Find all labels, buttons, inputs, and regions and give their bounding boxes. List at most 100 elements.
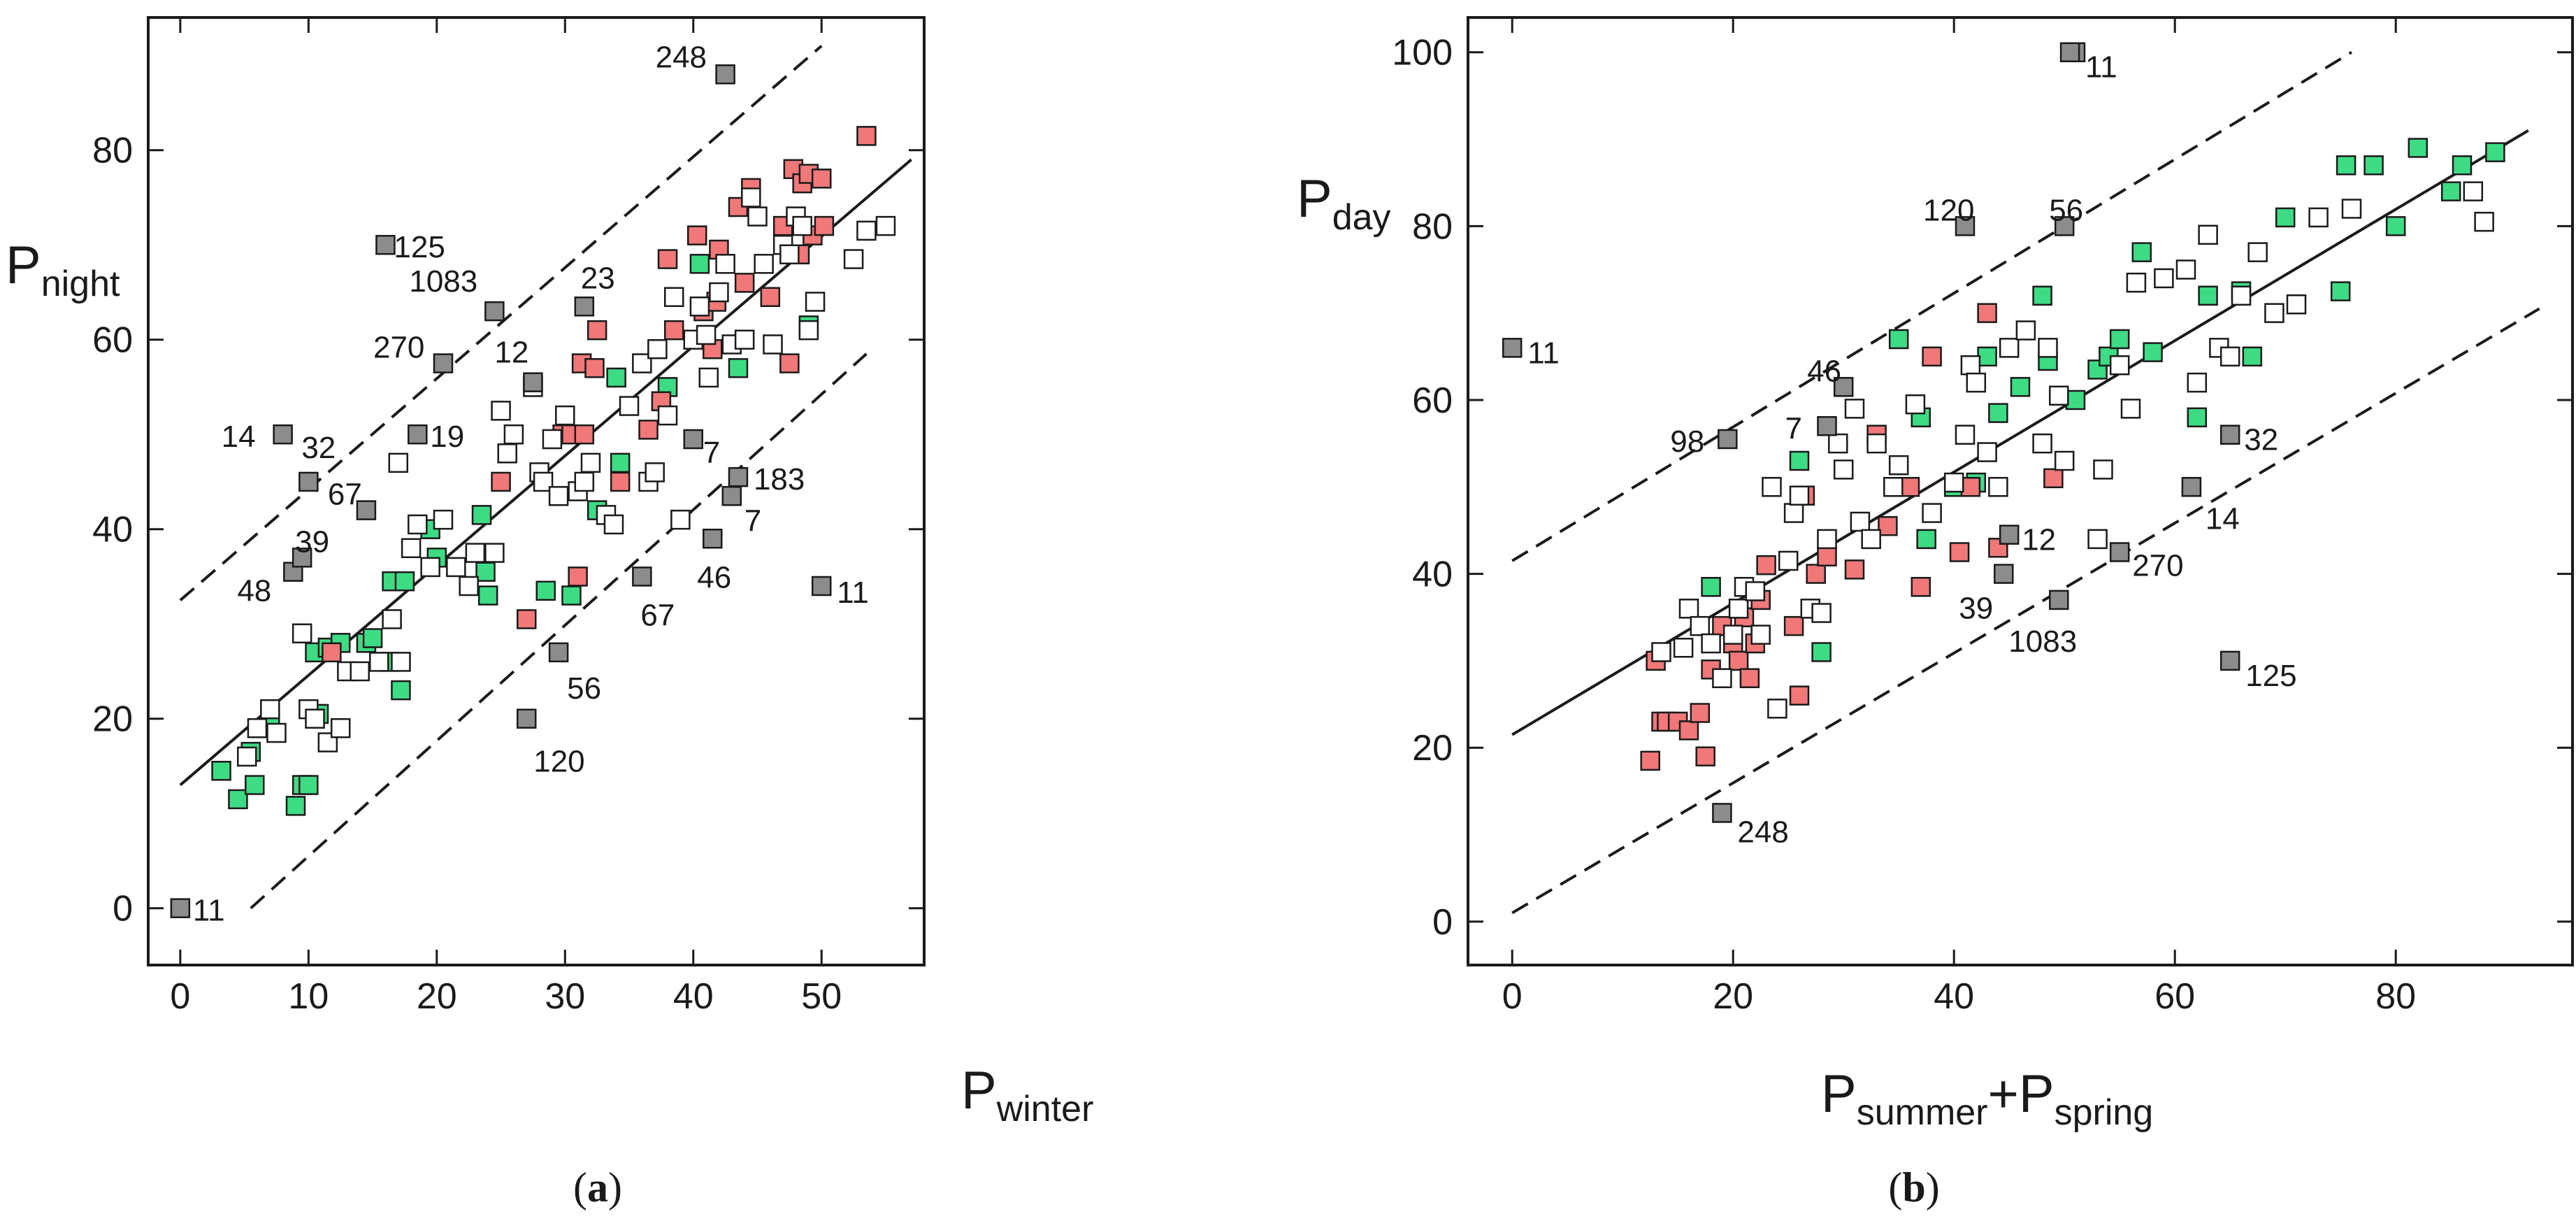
point-white-b-38: [2038, 338, 2058, 358]
point-white-a-37: [619, 396, 640, 416]
point-white-b-30: [1955, 424, 1976, 445]
point-white-a-15: [401, 538, 422, 559]
point-white-b-31: [1960, 355, 1981, 376]
point-annotation-b-0: 11: [2085, 50, 2117, 85]
y-axis-title-sub-b: day: [1332, 197, 1391, 238]
point-green-a-20: [471, 505, 492, 525]
point-annotation-b-12: 14: [2206, 501, 2240, 536]
point-white-a-50: [715, 254, 735, 274]
point-white-b-43: [2109, 355, 2130, 376]
panel-label-close-b: ): [1926, 1164, 1940, 1211]
x-tick-label-a-1: 10: [288, 976, 329, 1017]
x-axis-title-b: Psummer+Pspring: [1821, 1064, 2153, 1133]
point-gray-b-5: [1955, 216, 1976, 236]
point-white-a-56: [763, 334, 783, 355]
point-gray-a-10: [523, 372, 543, 392]
point-white-b-20: [1833, 459, 1854, 480]
point-annotation-a-12: 248: [656, 40, 707, 74]
y-tick-label-a-4: 80: [92, 131, 133, 171]
point-green-a-23: [535, 580, 556, 601]
point-white-b-55: [2286, 294, 2307, 315]
fit-line-b: [1511, 129, 2529, 736]
point-white-a-29: [542, 429, 563, 450]
point-white-a-43: [663, 287, 684, 307]
point-white-b-6: [1722, 624, 1743, 645]
point-white-a-17: [420, 557, 440, 578]
point-white-b-19: [1828, 433, 1848, 454]
point-white-b-22: [1850, 511, 1871, 532]
point-gray-b-8: [2049, 590, 2069, 610]
point-gray-a-15: [683, 429, 704, 450]
x-axis-title-plus-b: +P: [1988, 1064, 2055, 1124]
point-white-b-26: [1888, 455, 1909, 476]
point-white-a-48: [698, 367, 719, 388]
point-white-a-42: [657, 405, 678, 426]
point-annotation-a-14: 183: [754, 462, 805, 497]
point-white-b-14: [1783, 503, 1804, 523]
point-white-a-21: [465, 543, 486, 563]
point-annotation-a-17: 67: [640, 598, 675, 632]
point-white-b-4: [1701, 633, 1721, 654]
point-annotation-a-18: 11: [837, 576, 869, 610]
chart-panel-a: 0 10 20 30 40 50 0 20 40 60 80 11 14 32 39 48 67 125 19 270…: [6, 16, 1093, 1211]
point-white-b-53: [2247, 242, 2268, 262]
y-axis-title-a: Pnight: [6, 236, 120, 304]
point-white-a-61: [798, 320, 819, 341]
point-gray-a-11: [516, 708, 537, 729]
point-white-b-5: [1712, 668, 1732, 689]
point-green-b-16: [2109, 329, 2130, 350]
point-white-b-32: [1966, 372, 1987, 393]
point-white-b-28: [1922, 503, 1942, 523]
point-green-b-30: [2452, 155, 2473, 176]
point-red-b-30: [1977, 303, 1997, 323]
point-annotation-a-0: 11: [193, 894, 225, 928]
point-gray-b-6: [1994, 564, 2014, 584]
y-tick-label-a-2: 40: [92, 510, 133, 550]
x-tick-label-a-2: 20: [417, 976, 457, 1017]
point-white-b-58: [2463, 181, 2484, 201]
plot-frame-b: [1467, 16, 2574, 966]
point-annotation-b-6: 7: [1785, 411, 1802, 445]
point-green-b-13: [2065, 390, 2086, 410]
point-white-a-16: [408, 514, 428, 535]
point-red-b-13: [1739, 668, 1760, 689]
x-tick-label-b-2: 40: [1934, 976, 1974, 1017]
point-white-b-0: [1651, 642, 1671, 662]
point-red-a-23: [760, 287, 781, 307]
point-red-a-13: [657, 249, 678, 269]
point-white-a-30: [548, 486, 569, 506]
y-tick-label-b-2: 40: [1412, 555, 1453, 595]
point-gray-a-14: [632, 566, 652, 587]
point-annotation-b-8: 39: [1959, 592, 1993, 626]
point-white-b-45: [2126, 272, 2147, 293]
point-white-a-34: [580, 452, 601, 473]
point-red-b-6: [1690, 703, 1711, 723]
point-red-a-2: [516, 609, 537, 629]
point-red-b-25: [1899, 477, 1920, 497]
point-annotation-a-8: 270: [373, 331, 424, 365]
point-white-a-25: [503, 424, 524, 445]
chart-panel-b: 0 20 40 60 80 0 20 40 60 80 100 11 120 56 11 46 98 7 12 39 1…: [1297, 16, 2574, 1211]
point-white-b-17: [1811, 603, 1832, 623]
point-gray-a-12: [548, 642, 569, 663]
upper-band-line-a: [179, 45, 823, 601]
point-white-b-10: [1750, 624, 1771, 645]
point-red-b-24: [1878, 515, 1898, 536]
point-green-b-27: [2385, 216, 2406, 236]
point-white-b-3: [1690, 615, 1711, 636]
point-green-a-30: [728, 358, 749, 378]
point-white-b-41: [2087, 529, 2108, 550]
point-white-a-58: [779, 244, 800, 264]
point-green-b-25: [2336, 155, 2356, 176]
point-gray-a-0: [170, 898, 191, 918]
marks-b: 0 20 40 60 80 0 20 40 60 80 100 11 120 56 11 46 98 7 12 39 1…: [1392, 17, 2573, 1017]
point-red-a-9: [587, 320, 607, 341]
point-green-a-0: [211, 760, 231, 781]
point-red-b-26: [1911, 576, 1931, 597]
marks-a: 0 10 20 30 40 50 0 20 40 60 80 11 14 32 39 48 67 125 19 270…: [92, 17, 924, 1017]
point-white-b-51: [2219, 346, 2240, 367]
point-annotation-a-11: 23: [581, 261, 615, 295]
panel-label-b: (b): [1888, 1164, 1939, 1211]
point-white-a-4: [292, 623, 312, 643]
point-green-a-3: [245, 775, 265, 795]
